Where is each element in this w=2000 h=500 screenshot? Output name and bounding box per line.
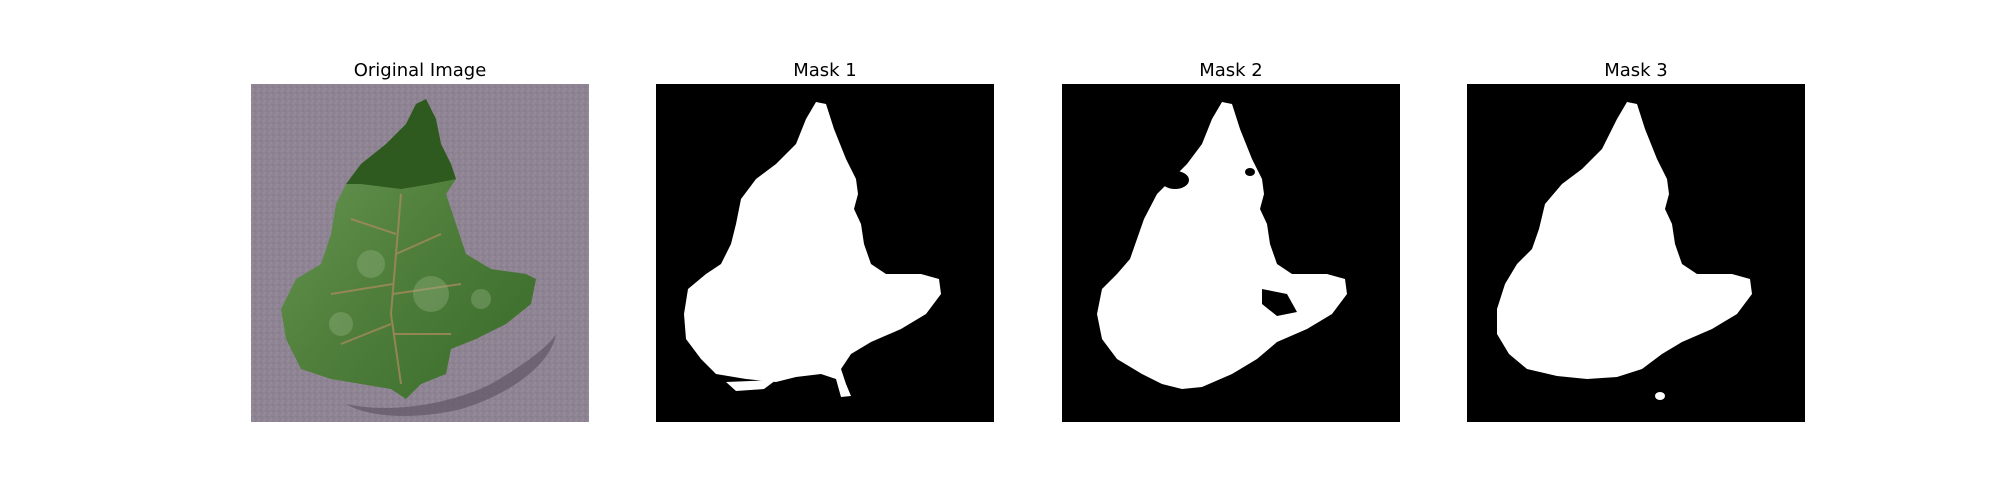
leaf-texture bbox=[329, 250, 491, 336]
mask-shape bbox=[1097, 102, 1347, 389]
mask-hole bbox=[1245, 168, 1255, 176]
panel-original-image: Original Image bbox=[251, 58, 589, 422]
panel-title: Mask 3 bbox=[1604, 60, 1668, 81]
panel-title: Original Image bbox=[353, 60, 487, 81]
panel-title: Mask 2 bbox=[1199, 60, 1263, 81]
mask-shape bbox=[1497, 102, 1752, 379]
original-image bbox=[251, 84, 589, 422]
mask-hole bbox=[1262, 289, 1297, 316]
leaf-veins bbox=[330, 193, 462, 385]
panel-title: Mask 1 bbox=[793, 60, 857, 81]
mask-2-image bbox=[1062, 84, 1400, 422]
leaf-photo bbox=[251, 84, 589, 422]
panel-mask-3: Mask 3 bbox=[1467, 58, 1805, 422]
mask-2 bbox=[1062, 84, 1400, 422]
mask-1 bbox=[656, 84, 994, 422]
mask-3-image bbox=[1467, 84, 1805, 422]
leaf-shadow bbox=[346, 334, 556, 416]
mask-3 bbox=[1467, 84, 1805, 422]
mask-shape bbox=[684, 102, 941, 397]
mask-1-image bbox=[656, 84, 994, 422]
mask-hole bbox=[1161, 171, 1189, 189]
mask-fragment bbox=[726, 380, 776, 391]
leaf-top-lobe bbox=[346, 99, 456, 189]
panel-mask-1: Mask 1 bbox=[656, 58, 994, 422]
mask-fragment bbox=[1655, 392, 1665, 400]
panel-mask-2: Mask 2 bbox=[1062, 58, 1400, 422]
